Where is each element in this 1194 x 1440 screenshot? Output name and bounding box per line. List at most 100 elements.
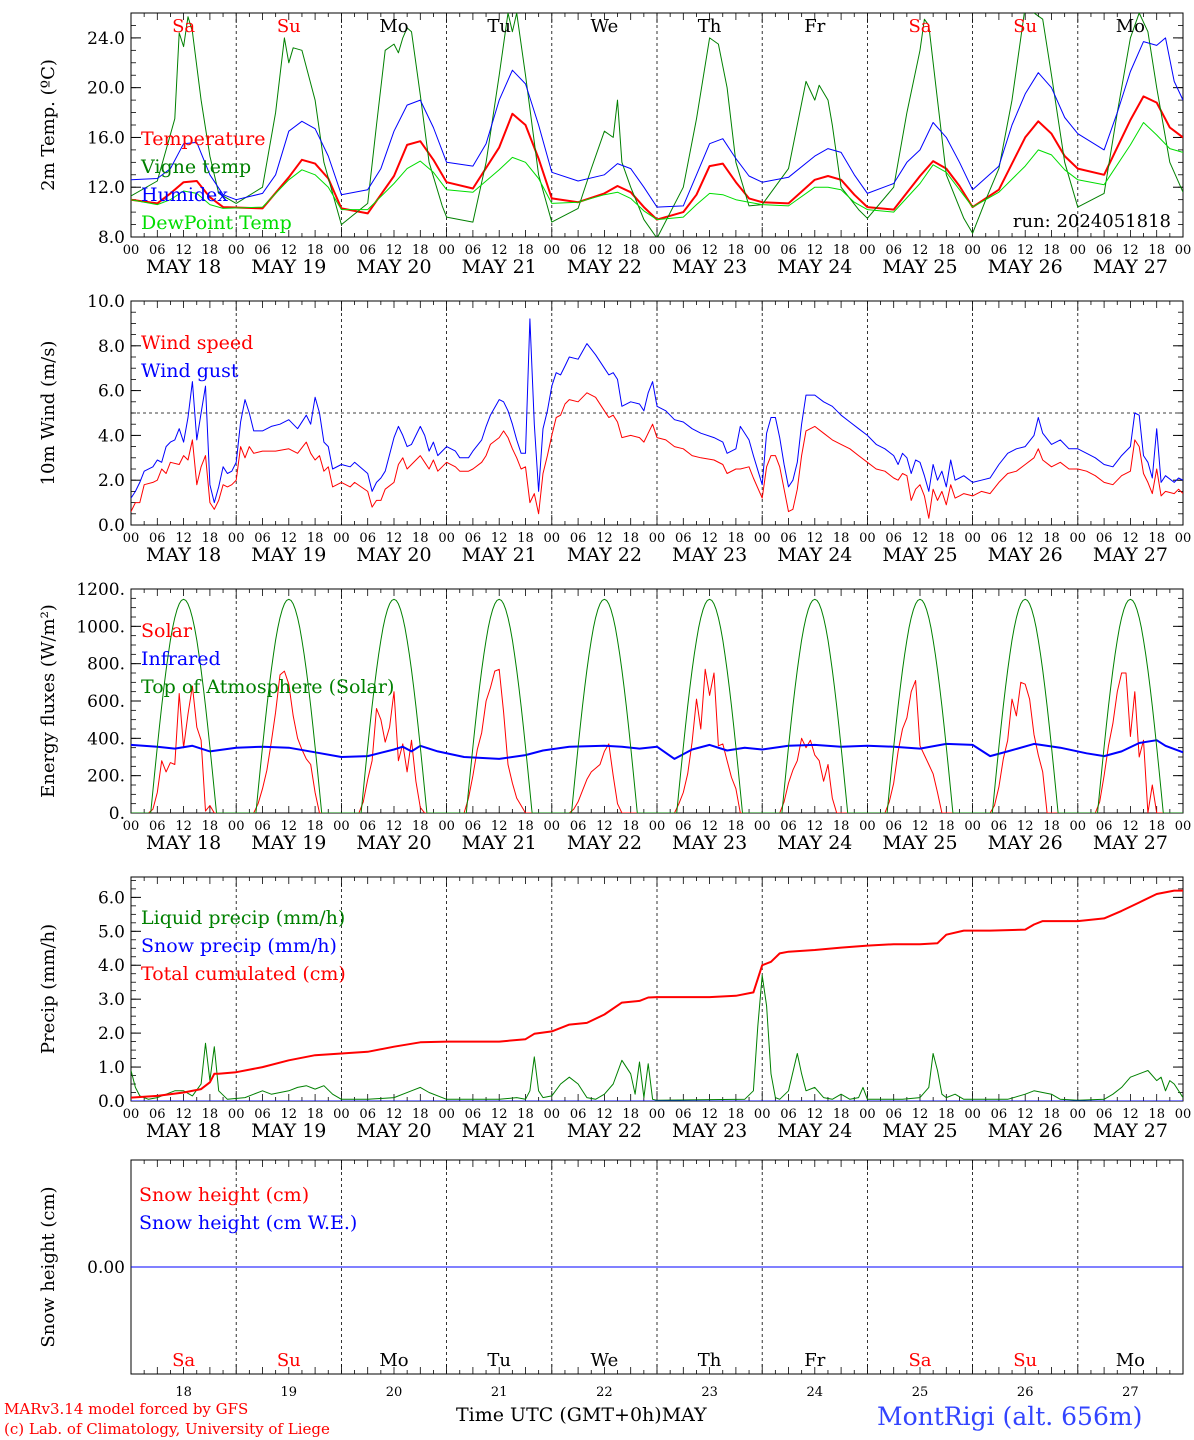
hour-tick-label: 06 <box>149 1107 166 1122</box>
hour-tick-label: 00 <box>964 243 981 258</box>
legend-entry: Snow precip (mm/h) <box>141 935 337 957</box>
day-number-label: 24 <box>807 1385 824 1400</box>
hour-tick-label: 18 <box>517 243 534 258</box>
hour-tick-label: 12 <box>281 243 298 258</box>
hour-tick-label: 06 <box>1096 819 1113 834</box>
hour-tick-label: 00 <box>333 819 350 834</box>
hour-tick-label: 00 <box>649 243 666 258</box>
hour-tick-label: 00 <box>1070 243 1087 258</box>
day-of-week-label: Mo <box>1116 16 1145 37</box>
hour-tick-label: 18 <box>622 1107 639 1122</box>
hour-tick-label: 06 <box>254 531 271 546</box>
date-label: MAY 23 <box>672 256 747 278</box>
hour-tick-label: 06 <box>991 1107 1008 1122</box>
y-tick-label: 600. <box>87 692 125 712</box>
day-of-week-label: Tu <box>487 16 511 37</box>
hour-tick-label: 12 <box>912 243 929 258</box>
hour-tick-label: 00 <box>333 1107 350 1122</box>
hour-tick-label: 18 <box>833 243 850 258</box>
credit-line-2: (c) Lab. of Climatology, University of L… <box>4 1420 330 1438</box>
y-tick-label: 4.0 <box>98 426 125 446</box>
hour-tick-label: 06 <box>254 819 271 834</box>
y-tick-label: 2.0 <box>98 1024 125 1044</box>
y-tick-label: 6.0 <box>98 382 125 402</box>
hour-tick-label: 00 <box>859 819 876 834</box>
date-label: MAY 25 <box>882 1120 957 1142</box>
day-of-week-label: Sa <box>908 1350 931 1371</box>
day-number-label: 21 <box>491 1385 508 1400</box>
day-number-label: 23 <box>701 1385 718 1400</box>
date-label: MAY 22 <box>567 256 642 278</box>
series-humidex <box>131 37 1183 208</box>
legend-entry: Wind gust <box>141 360 239 382</box>
hour-tick-label: 00 <box>649 1107 666 1122</box>
hour-tick-label: 18 <box>202 1107 219 1122</box>
hour-tick-label: 12 <box>701 1107 718 1122</box>
y-tick-label: 2.0 <box>98 471 125 491</box>
hour-tick-label: 18 <box>833 819 850 834</box>
hour-tick-label: 06 <box>254 243 271 258</box>
hour-tick-label: 00 <box>1070 1107 1087 1122</box>
date-label: MAY 27 <box>1093 256 1168 278</box>
hour-tick-label: 18 <box>622 531 639 546</box>
hour-tick-label: 12 <box>701 243 718 258</box>
hour-tick-label: 12 <box>912 1107 929 1122</box>
y-tick-label: 3.0 <box>98 990 125 1010</box>
date-label: MAY 20 <box>356 1120 431 1142</box>
x-axis-title: Time UTC (GMT+0h) <box>456 1404 662 1426</box>
panel-snow <box>130 1159 1184 1375</box>
hour-tick-label: 18 <box>1148 243 1165 258</box>
date-label: MAY 19 <box>251 256 326 278</box>
day-of-week-label: Sa <box>172 1350 195 1371</box>
hour-tick-label: 00 <box>859 1107 876 1122</box>
date-label: MAY 26 <box>988 1120 1063 1142</box>
hour-tick-label: 12 <box>281 531 298 546</box>
y-axis-label: 2m Temp. (ºC) <box>38 59 59 191</box>
hour-tick-label: 00 <box>1070 819 1087 834</box>
y-tick-label: 8.0 <box>98 228 125 248</box>
y-axis-label: Precip (mm/h) <box>38 924 59 1054</box>
hour-tick-label: 12 <box>175 531 192 546</box>
hour-tick-label: 06 <box>675 1107 692 1122</box>
hour-tick-label: 18 <box>412 1107 429 1122</box>
y-tick-label: 1200. <box>76 580 125 600</box>
series-wind-gust <box>131 318 1183 504</box>
hour-tick-label: 18 <box>412 243 429 258</box>
day-number-label: 20 <box>386 1385 403 1400</box>
hour-tick-label: 12 <box>386 1107 403 1122</box>
hour-tick-label: 00 <box>228 531 245 546</box>
y-tick-label: 0.0 <box>98 516 125 536</box>
y-tick-label: 200. <box>87 767 125 787</box>
y-tick-label: 10.0 <box>87 292 125 312</box>
hour-tick-label: 18 <box>938 819 955 834</box>
hour-tick-label: 06 <box>465 1107 482 1122</box>
date-label: MAY 20 <box>356 544 431 566</box>
day-of-week-label: Tu <box>487 1350 511 1371</box>
hour-tick-label: 00 <box>333 243 350 258</box>
date-label: MAY 18 <box>146 256 221 278</box>
hour-tick-label: 06 <box>149 531 166 546</box>
hour-tick-label: 18 <box>622 243 639 258</box>
date-label: MAY 24 <box>777 544 852 566</box>
hour-tick-label: 12 <box>491 531 508 546</box>
hour-tick-label: 00 <box>333 531 350 546</box>
hour-tick-label: 06 <box>359 1107 376 1122</box>
hour-tick-label: 18 <box>202 531 219 546</box>
hour-tick-label: 18 <box>1043 1107 1060 1122</box>
hour-tick-label: 18 <box>307 531 324 546</box>
date-label: MAY 23 <box>672 1120 747 1142</box>
hour-tick-label: 06 <box>675 819 692 834</box>
hour-tick-label: 06 <box>675 531 692 546</box>
date-label: MAY 24 <box>777 832 852 854</box>
y-tick-label: 16.0 <box>87 128 125 148</box>
hour-tick-label: 12 <box>1017 531 1034 546</box>
hour-tick-label: 00 <box>438 1107 455 1122</box>
day-of-week-label: We <box>591 16 619 37</box>
hour-tick-label: 18 <box>728 819 745 834</box>
hour-tick-label: 18 <box>307 819 324 834</box>
day-of-week-label: Su <box>1013 16 1037 37</box>
y-tick-label: 8.0 <box>98 337 125 357</box>
legend-entry: Snow height (cm W.E.) <box>139 1212 357 1234</box>
date-label: MAY 23 <box>672 544 747 566</box>
